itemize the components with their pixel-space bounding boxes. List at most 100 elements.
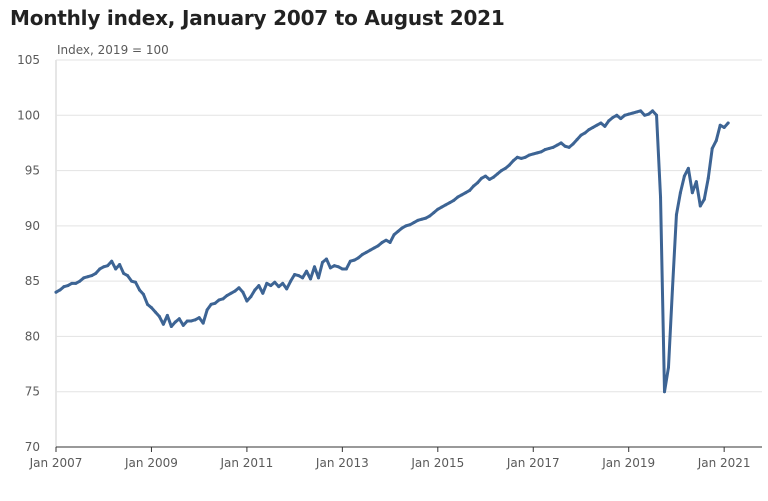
data-point-108 [484, 174, 488, 178]
data-point-148 [643, 113, 647, 117]
data-point-103 [464, 191, 468, 195]
data-point-114 [507, 163, 511, 167]
data-point-67 [320, 260, 324, 264]
data-point-79 [368, 248, 372, 252]
data-point-0 [54, 290, 58, 294]
data-point-27 [161, 322, 165, 326]
data-point-127 [559, 141, 563, 145]
data-point-7 [82, 276, 86, 280]
data-point-106 [476, 181, 480, 185]
y-tick-label-80: 80 [25, 329, 40, 343]
data-point-53 [265, 281, 269, 285]
data-point-71 [336, 265, 340, 269]
data-point-109 [488, 177, 492, 181]
data-point-89 [408, 223, 412, 227]
data-point-16 [118, 263, 122, 267]
data-point-43 [225, 294, 229, 298]
data-point-81 [376, 244, 380, 248]
data-point-96 [436, 207, 440, 211]
data-point-167 [718, 123, 722, 127]
data-point-45 [233, 289, 237, 293]
data-point-151 [655, 113, 659, 117]
data-point-69 [328, 266, 332, 270]
data-point-129 [567, 145, 571, 149]
data-point-56 [277, 285, 281, 289]
x-axis: Jan 2007 Jan 2009 Jan 2011 Jan 2013 Jan 2015… [29, 446, 762, 470]
data-point-87 [400, 226, 404, 230]
data-point-49 [249, 295, 253, 299]
data-point-61 [297, 274, 301, 278]
data-point-139 [607, 119, 611, 123]
data-point-47 [241, 290, 245, 294]
data-point-126 [555, 143, 559, 147]
data-point-52 [261, 291, 265, 295]
data-point-24 [149, 306, 153, 310]
data-point-155 [670, 287, 674, 291]
data-point-97 [440, 205, 444, 209]
y-tick-label-75: 75 [25, 385, 40, 399]
data-point-135 [591, 125, 595, 129]
data-point-150 [651, 109, 655, 113]
data-point-25 [153, 310, 157, 314]
x-tick-label-2007: Jan 2007 [29, 456, 83, 470]
data-point-21 [138, 288, 142, 292]
data-point-138 [603, 124, 607, 128]
data-point-115 [511, 159, 515, 163]
data-point-122 [539, 150, 543, 154]
data-point-34 [189, 319, 193, 323]
data-point-93 [424, 216, 428, 220]
data-point-80 [372, 246, 376, 250]
data-point-44 [229, 291, 233, 295]
data-point-118 [523, 155, 527, 159]
data-point-128 [563, 144, 567, 148]
data-point-112 [499, 169, 503, 173]
data-points [54, 109, 730, 394]
data-point-77 [360, 253, 364, 257]
data-point-141 [615, 113, 619, 117]
data-point-78 [364, 250, 368, 254]
data-point-59 [289, 279, 293, 283]
chart-title: Monthly index, January 2007 to August 20… [10, 6, 505, 30]
data-point-5 [74, 281, 78, 285]
data-point-123 [543, 148, 547, 152]
data-point-140 [611, 116, 615, 119]
data-point-100 [452, 198, 456, 202]
data-point-48 [245, 299, 249, 303]
data-point-130 [571, 142, 575, 146]
data-point-90 [412, 221, 416, 225]
data-point-55 [273, 280, 277, 284]
data-point-37 [201, 321, 205, 325]
data-point-3 [66, 284, 70, 288]
data-point-102 [460, 193, 464, 197]
data-point-144 [627, 112, 631, 116]
data-point-132 [579, 133, 583, 137]
data-point-92 [420, 217, 424, 221]
data-point-41 [217, 298, 221, 302]
data-point-36 [197, 316, 201, 320]
x-tick-label-2013: Jan 2013 [315, 456, 369, 470]
data-point-111 [495, 172, 499, 176]
data-point-51 [257, 284, 261, 288]
y-tick-label-70: 70 [25, 440, 40, 454]
data-point-60 [293, 273, 297, 277]
data-point-156 [674, 213, 678, 217]
data-point-40 [213, 301, 217, 305]
data-point-72 [340, 267, 344, 271]
data-point-31 [177, 317, 181, 321]
y-tick-label-105: 105 [17, 53, 40, 67]
data-point-163 [702, 197, 706, 201]
data-point-105 [472, 184, 476, 188]
data-point-28 [165, 313, 169, 317]
data-point-137 [599, 121, 603, 125]
data-point-62 [301, 276, 305, 280]
data-point-64 [309, 277, 313, 281]
data-point-54 [269, 284, 273, 288]
data-point-29 [169, 324, 173, 328]
y-tick-label-100: 100 [17, 108, 40, 122]
data-point-131 [575, 138, 579, 142]
series-line [54, 109, 730, 394]
data-point-99 [448, 201, 452, 205]
data-point-18 [126, 274, 130, 278]
data-point-83 [384, 238, 388, 242]
